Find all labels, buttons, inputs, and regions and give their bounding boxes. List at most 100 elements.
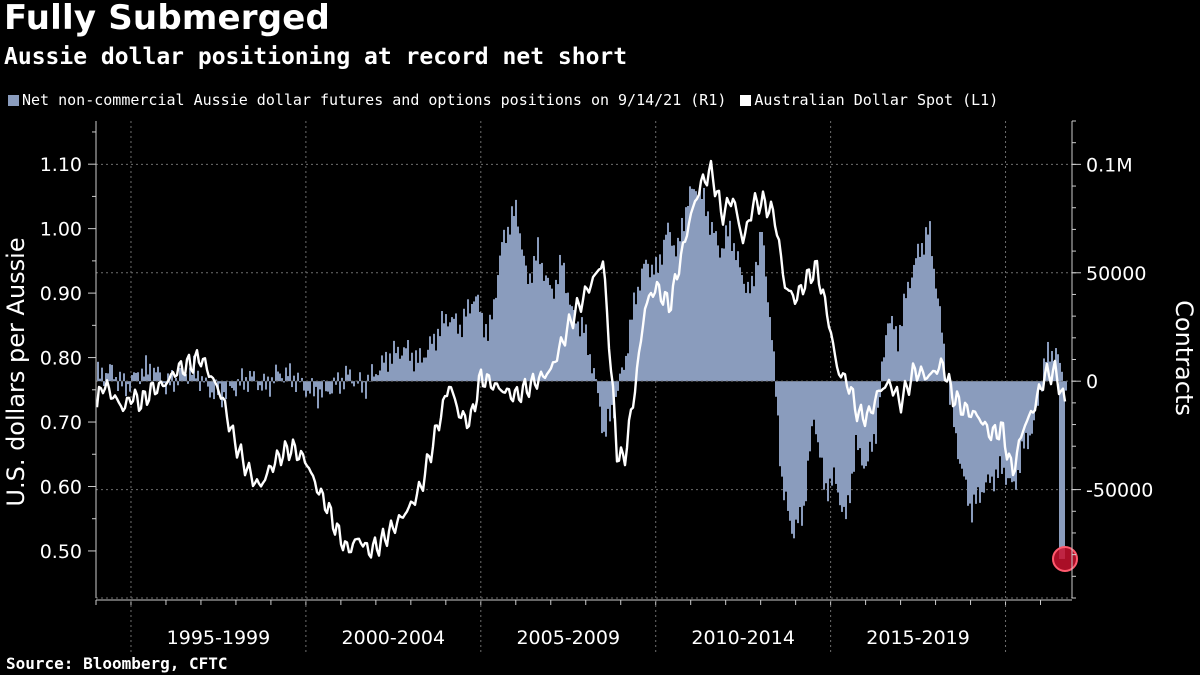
positions-bar	[563, 262, 565, 382]
positions-bar	[745, 292, 747, 382]
positions-bar	[675, 256, 677, 382]
positions-bar	[851, 381, 853, 474]
positions-bar	[329, 381, 331, 395]
positions-bar	[333, 377, 335, 382]
positions-bar	[601, 381, 603, 434]
positions-bar	[705, 216, 707, 382]
positions-bar	[385, 351, 387, 382]
positions-bar	[343, 381, 345, 390]
positions-bar	[245, 377, 247, 382]
positions-bar	[689, 186, 691, 382]
positions-bar	[625, 355, 627, 382]
positions-bar	[899, 324, 901, 382]
positions-bar	[337, 372, 339, 382]
positions-bar	[1041, 381, 1043, 392]
positions-bar	[569, 304, 571, 382]
positions-bar	[1049, 361, 1051, 382]
positions-bar	[441, 311, 443, 382]
positions-bar	[389, 353, 391, 382]
positions-bar	[773, 351, 775, 382]
positions-bar	[811, 381, 813, 427]
positions-bar	[487, 340, 489, 382]
positions-bar	[401, 355, 403, 382]
positions-bar	[425, 357, 427, 382]
positions-bar	[597, 381, 599, 394]
positions-bar	[223, 381, 225, 393]
positions-bar	[921, 243, 923, 382]
positions-bar	[191, 374, 193, 382]
positions-bar	[327, 381, 329, 392]
positions-bar	[157, 366, 159, 382]
positions-bar	[691, 188, 693, 382]
positions-bar	[295, 381, 297, 392]
positions-bar	[755, 261, 757, 382]
positions-bar	[655, 257, 657, 382]
positions-bar	[763, 245, 765, 382]
positions-bar	[159, 372, 161, 382]
positions-bar	[821, 381, 823, 458]
positions-bar	[311, 378, 313, 382]
positions-bar	[729, 220, 731, 382]
positions-bar	[239, 381, 241, 386]
positions-bar	[499, 255, 501, 382]
positions-bar	[591, 373, 593, 382]
positions-bar	[207, 381, 209, 387]
positions-bar	[963, 381, 965, 477]
legend-item-spot: Australian Dollar Spot (L1)	[740, 91, 998, 109]
positions-bar	[915, 258, 917, 382]
positions-bar	[189, 367, 191, 382]
positions-bar	[847, 381, 849, 496]
positions-bar	[215, 379, 217, 382]
positions-bar	[781, 381, 783, 477]
positions-bar	[347, 374, 349, 382]
positions-bar	[543, 280, 545, 382]
positions-bar	[517, 226, 519, 382]
positions-bar	[185, 374, 187, 382]
positions-bar	[233, 381, 235, 391]
positions-bar	[507, 226, 509, 382]
positions-bar	[809, 381, 811, 452]
positions-bar	[605, 381, 607, 437]
positions-bar	[281, 378, 283, 382]
record-short-marker	[1052, 545, 1079, 572]
positions-bar	[155, 372, 157, 382]
positions-bar	[195, 378, 197, 382]
positions-bar	[749, 293, 751, 382]
positions-bar	[133, 372, 135, 382]
positions-bar	[593, 368, 595, 382]
axes: 0.50 0.60 0.70 0.80 0.90 1.00 1.10 -50000 0 50000…	[40, 120, 1153, 652]
positions-bar	[287, 376, 289, 382]
positions-bar	[611, 381, 613, 405]
positions-bar	[363, 381, 365, 383]
positions-bar	[683, 231, 685, 382]
positions-bar	[1017, 381, 1019, 471]
positions-bar	[221, 381, 223, 408]
positions-bar	[727, 236, 729, 382]
positions-bar	[359, 372, 361, 382]
positions-bar	[767, 302, 769, 382]
positions-bar	[475, 296, 477, 382]
positions-bar	[1033, 381, 1035, 421]
positions-bar	[269, 381, 271, 397]
positions-bar	[449, 322, 451, 382]
positions-bar	[513, 216, 515, 382]
positions-bar	[599, 381, 601, 407]
positions-bar	[351, 381, 353, 384]
positions-bar	[877, 381, 879, 408]
positions-bar	[909, 288, 911, 382]
positions-bar	[571, 306, 573, 382]
positions-bar	[365, 381, 367, 399]
positions-bar	[757, 265, 759, 382]
positions-bar	[373, 376, 375, 382]
positions-bar	[933, 268, 935, 382]
positions-bar	[979, 381, 981, 503]
positions-bar	[917, 243, 919, 382]
positions-bar	[403, 347, 405, 382]
positions-bar	[975, 381, 977, 504]
positions-bar	[139, 381, 141, 385]
positions-bar	[875, 381, 877, 444]
legend: Net non-commercial Aussie dollar futures…	[8, 91, 1012, 109]
positions-bar	[713, 232, 715, 382]
positions-bar	[1013, 381, 1015, 482]
